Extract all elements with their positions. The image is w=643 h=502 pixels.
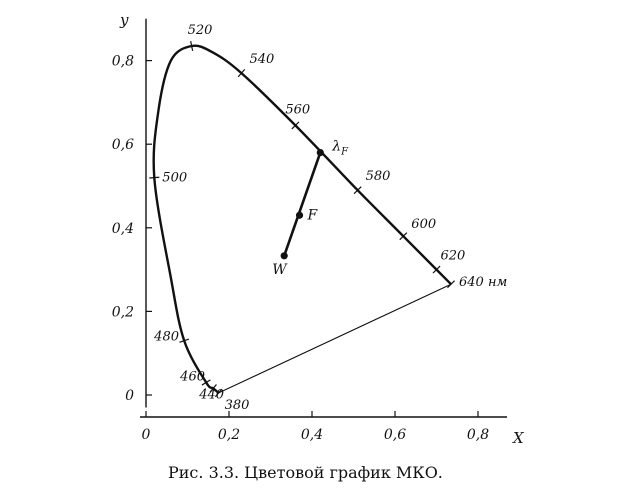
wavelength-tick xyxy=(447,280,455,289)
point-w xyxy=(280,252,288,260)
wavelength-label: 560 xyxy=(285,102,310,117)
y-tick-label: 0,6 xyxy=(112,137,134,153)
wavelength-label: 600 xyxy=(411,217,436,232)
spectral-locus-curve xyxy=(152,44,452,394)
figure-caption: Рис. 3.3. Цветовой график МКО. xyxy=(168,463,443,482)
wavelength-tick xyxy=(201,379,211,386)
wavelength-label: 460 xyxy=(179,369,205,384)
x-tick-label: 0,4 xyxy=(301,427,323,443)
wavelength-label: 620 xyxy=(441,249,466,264)
wavelength-tick xyxy=(214,388,223,398)
x-tick-label: 0,6 xyxy=(384,427,406,443)
wavelength-tick xyxy=(353,186,362,195)
wavelength-tick xyxy=(209,384,217,393)
wavelength-label: 540 xyxy=(249,52,274,67)
x-tick-label: 0,8 xyxy=(467,427,489,443)
wavelength-tick xyxy=(190,40,194,51)
point-label: F xyxy=(307,207,319,223)
wavelength-tick xyxy=(432,265,441,274)
purple-line xyxy=(218,283,452,394)
wavelength-label: 380 xyxy=(225,398,250,413)
point-label: λF xyxy=(331,139,349,158)
wavelength-tick xyxy=(149,176,160,179)
x-tick-label: 0 xyxy=(142,427,151,443)
dominant-wavelength-line xyxy=(282,152,322,257)
wavelength-tick xyxy=(179,338,190,343)
y-tick-label: 0,4 xyxy=(112,221,134,237)
y-axis-label: y xyxy=(119,11,129,29)
axes: yX xyxy=(119,11,525,447)
y-tick-label: 0,8 xyxy=(112,54,134,70)
y-tick-label: 0 xyxy=(125,388,134,404)
wavelength-label: 580 xyxy=(366,169,391,184)
point-label: W xyxy=(272,262,288,278)
wavelength-label: 480 xyxy=(153,330,179,345)
points-group: W FλF xyxy=(272,139,349,278)
x-tick-label: 0,2 xyxy=(218,427,240,443)
wavelength-label: 500 xyxy=(162,171,187,186)
wavelength-tick xyxy=(399,232,408,241)
y-tick-label: 0,2 xyxy=(112,304,134,320)
wavelength-label: 520 xyxy=(188,23,213,38)
wavelength-label: 640 нм xyxy=(459,275,507,290)
wavelength-tick xyxy=(291,121,300,130)
point-f xyxy=(295,211,304,219)
point-lambda-f xyxy=(316,148,324,157)
wavelength-tick xyxy=(237,68,246,78)
wavelength-label: 440 xyxy=(198,387,224,402)
x-axis-label: X xyxy=(512,429,525,447)
ticks: 0 0,2 0,4 0,6 0,8 0 0,2 0,4 0,6 0,8 xyxy=(112,54,489,443)
